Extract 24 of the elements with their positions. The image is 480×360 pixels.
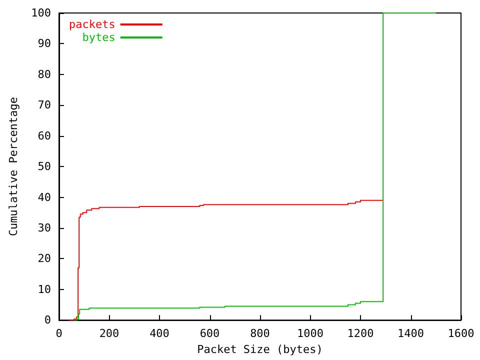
x-tick-label: 600: [200, 327, 220, 340]
x-tick-label: 400: [150, 327, 170, 340]
y-tick-label: 70: [38, 98, 51, 112]
y-tick-label: 90: [38, 37, 51, 50]
legend-label: bytes: [82, 31, 116, 44]
legend-label: packets: [69, 18, 116, 31]
y-axis-title: Cumulative Percentage: [7, 97, 20, 236]
x-tick-label: 1400: [398, 327, 424, 340]
y-tick-label: 40: [38, 190, 51, 204]
x-tick-label: 200: [99, 327, 120, 340]
y-tick-label: 100: [31, 6, 51, 20]
y-tick-label: 30: [38, 221, 51, 234]
y-tick-label: 20: [38, 252, 51, 266]
y-tick-label: 0: [44, 314, 51, 327]
x-tick-label: 1000: [297, 327, 324, 340]
y-tick-label: 80: [38, 68, 51, 81]
x-tick-label: 800: [250, 327, 270, 340]
y-tick-label: 60: [38, 129, 51, 142]
x-tick-label: 1200: [347, 327, 374, 340]
y-tick-label: 50: [38, 160, 51, 174]
x-tick-label: 1600: [448, 327, 474, 340]
y-tick-label: 10: [38, 282, 51, 296]
x-tick-label: 0: [56, 327, 62, 340]
x-axis-title: Packet Size (bytes): [197, 343, 323, 356]
